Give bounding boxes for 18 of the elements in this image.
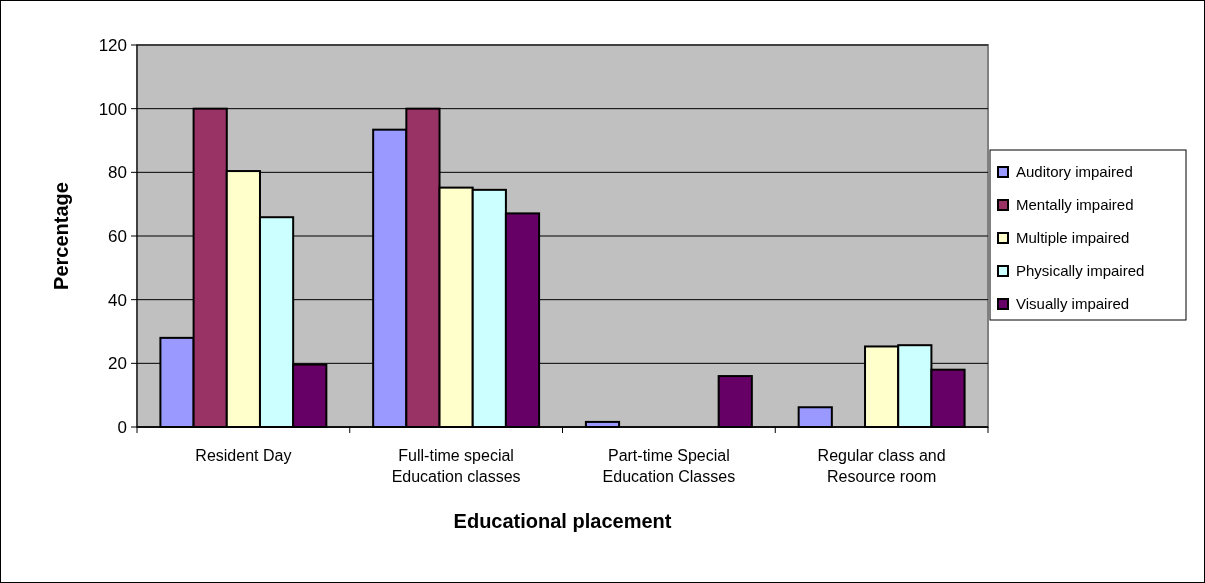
y-tick-label: 0 xyxy=(117,417,127,437)
x-tick-label: Resident Day xyxy=(195,447,292,464)
legend-label: Auditory impaired xyxy=(1016,163,1133,181)
legend-label: Mentally impaired xyxy=(1016,196,1134,214)
y-tick-label: 80 xyxy=(108,163,127,183)
x-axis-title: Educational placement xyxy=(453,510,672,532)
y-tick-label: 20 xyxy=(108,354,127,374)
legend-label: Physically impaired xyxy=(1016,262,1145,280)
legend-label: Visually impaired xyxy=(1016,295,1130,313)
x-tick-label: Part-time Special Education Classes xyxy=(602,447,736,485)
y-tick-label: 60 xyxy=(108,226,127,246)
y-tick-label: 100 xyxy=(98,99,127,119)
x-tick-label: Regular class and Resource room xyxy=(817,447,946,485)
x-tick-label: Full-time special Education classes xyxy=(391,447,521,485)
legend-label: Multiple impaired xyxy=(1016,229,1130,247)
y-tick-label: 40 xyxy=(108,290,127,310)
y-axis-title: Percentage xyxy=(50,182,72,290)
y-tick-label: 120 xyxy=(98,35,127,55)
